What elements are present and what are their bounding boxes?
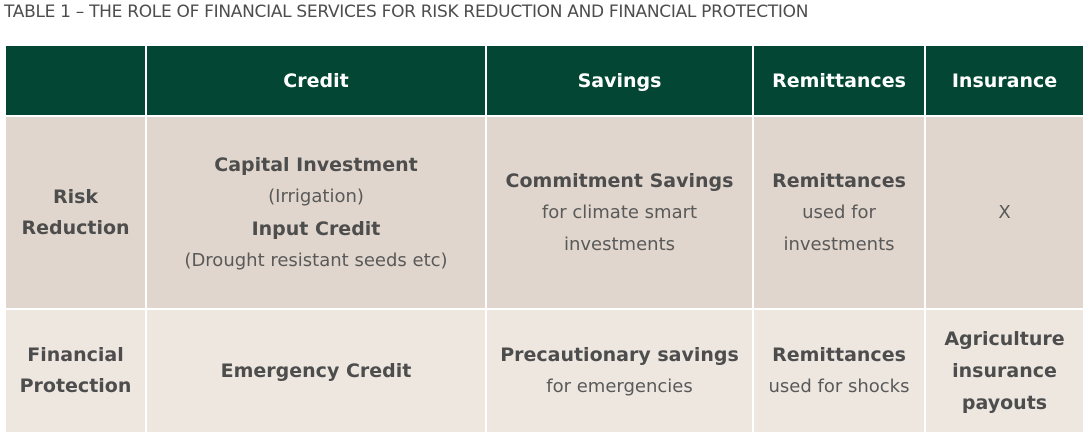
row-label-risk-reduction: Risk Reduction [4, 115, 147, 310]
header-insurance: Insurance [924, 44, 1083, 117]
cell-title: Input Credit [251, 217, 381, 240]
cell-title: Remittances [772, 344, 906, 366]
header-empty [4, 44, 147, 117]
table-caption: TABLE 1 – THE ROLE OF FINANCIAL SERVICES… [4, 2, 809, 22]
cell-title: Commitment Savings [505, 169, 734, 192]
cell-note: (Drought resistant seeds etc) [184, 249, 448, 271]
cell-title: insurance [952, 360, 1057, 382]
cell-protection-savings: Precautionary savings for emergencies [485, 308, 754, 434]
cell-risk-credit: Capital Investment (Irrigation) Input Cr… [145, 115, 487, 310]
cell-note: investments [563, 233, 676, 255]
row-label-line: Reduction [21, 216, 130, 239]
cell-protection-credit: Emergency Credit [145, 308, 487, 434]
cell-title: Remittances [772, 169, 906, 192]
cell-title: payouts [961, 392, 1048, 414]
header-savings: Savings [485, 44, 754, 117]
cell-note: investments [783, 233, 895, 255]
cell-risk-insurance: X [924, 115, 1083, 310]
cell-title: Capital Investment [214, 153, 418, 176]
cell-risk-remittances: Remittances used for investments [752, 115, 926, 310]
cell-protection-insurance: Agriculture insurance payouts [924, 308, 1083, 434]
row-label-line: Financial [27, 344, 124, 366]
cell-title: Agriculture [944, 328, 1065, 350]
row-label-line: Risk [52, 185, 99, 208]
header-remittances: Remittances [752, 44, 926, 117]
header-credit: Credit [145, 44, 487, 117]
table-row-financial-protection: Financial Protection Emergency Credit Pr… [4, 308, 1083, 434]
header-row: Credit Savings Remittances Insurance [4, 44, 1083, 117]
cell-risk-savings: Commitment Savings for climate smart inv… [485, 115, 754, 310]
cell-note: used for shocks [768, 376, 910, 397]
cell-value: X [998, 201, 1011, 223]
table-row-risk-reduction: Risk Reduction Capital Investment (Irrig… [4, 115, 1083, 310]
row-label-line: Protection [19, 375, 132, 397]
cell-protection-remittances: Remittances used for shocks [752, 308, 926, 434]
financial-services-table: Credit Savings Remittances Insurance Ris… [4, 44, 1083, 434]
cell-note: used for [802, 201, 876, 223]
cell-title: Precautionary savings [500, 344, 739, 366]
row-label-financial-protection: Financial Protection [4, 308, 147, 434]
cell-note: (Irrigation) [268, 185, 364, 207]
cell-title: Emergency Credit [220, 360, 412, 382]
cell-note: for climate smart [541, 201, 698, 223]
cell-note: for emergencies [546, 376, 693, 397]
